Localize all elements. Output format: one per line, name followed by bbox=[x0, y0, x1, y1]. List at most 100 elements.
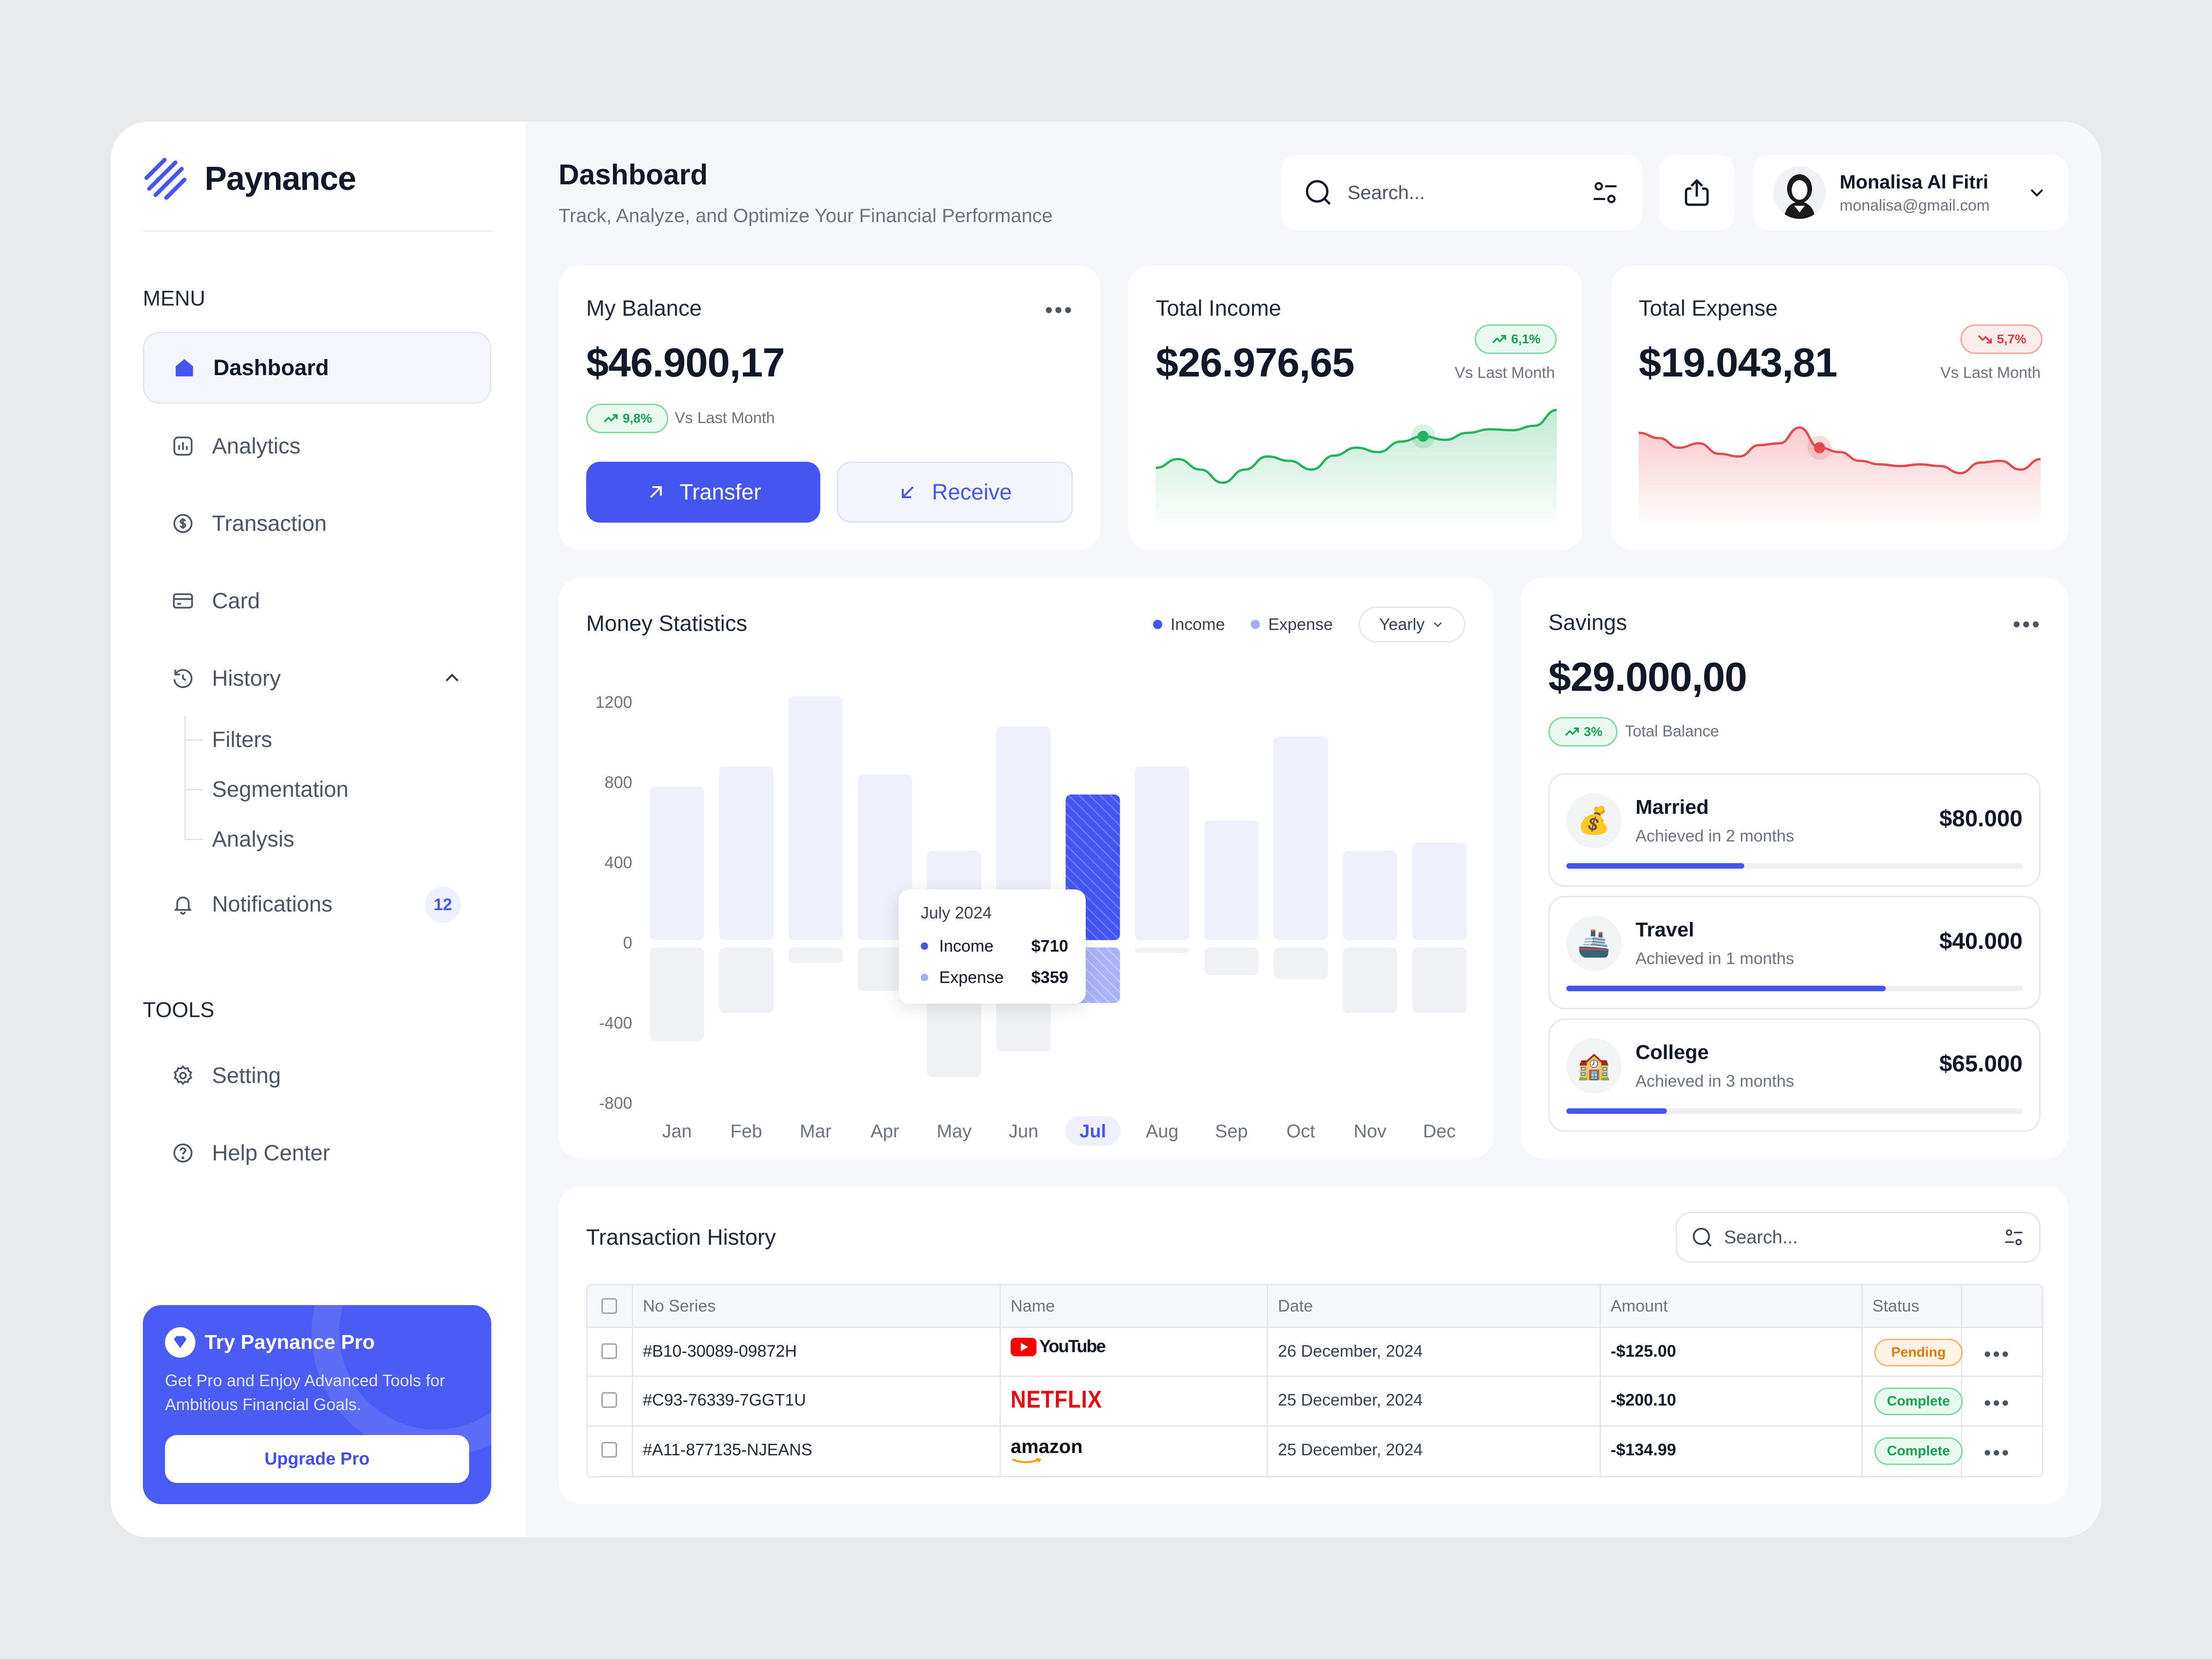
trend-up-icon bbox=[1491, 331, 1507, 347]
sidebar-subitem-filters[interactable]: Filters bbox=[212, 727, 272, 753]
bar-income-feb[interactable] bbox=[719, 766, 773, 940]
goal-subtitle: Achieved in 2 months bbox=[1635, 826, 1794, 846]
transfer-button[interactable]: Transfer bbox=[586, 462, 820, 523]
sidebar-item-card[interactable]: Card bbox=[143, 565, 491, 637]
sidebar-item-label: Help Center bbox=[212, 1141, 330, 1166]
income-change-badge: 6,1% bbox=[1475, 324, 1557, 354]
bar-income-jan[interactable] bbox=[650, 787, 704, 940]
money-statistics-chart: 1200 800 400 0 -400 -800 Jan Feb Mar Apr May Jun Jul… bbox=[559, 578, 1493, 1159]
balance-card: My Balance ••• $46.900,17 9,8% Vs Last M… bbox=[559, 265, 1100, 550]
search-input[interactable]: Search... bbox=[1724, 1227, 1992, 1248]
row-actions-icon[interactable]: ••• bbox=[1984, 1350, 2011, 1359]
transactions-table: No Series Name Date Amount Status #B10-3… bbox=[586, 1284, 2043, 1477]
row-checkbox[interactable] bbox=[601, 1392, 617, 1408]
bar-expense-dec[interactable] bbox=[1412, 947, 1466, 1013]
chevron-down-icon[interactable] bbox=[2026, 182, 2048, 204]
amazon-logo: amazon bbox=[1011, 1435, 1082, 1465]
upgrade-promo-card: Try Paynance Pro Get Pro and Enjoy Advan… bbox=[143, 1305, 491, 1504]
sidebar-item-help-center[interactable]: Help Center bbox=[143, 1117, 491, 1189]
header-search[interactable]: Search... bbox=[1281, 155, 1642, 230]
checkbox[interactable] bbox=[601, 1392, 617, 1408]
savings-goal-married[interactable]: 💰 Married Achieved in 2 months $80.000 bbox=[1548, 773, 2041, 887]
sidebar-subitem-segmentation[interactable]: Segmentation bbox=[212, 777, 348, 802]
divider bbox=[1600, 1285, 1601, 1476]
logo-icon bbox=[143, 156, 188, 201]
income-sparkline-marker bbox=[1418, 431, 1429, 442]
bar-expense-sep[interactable] bbox=[1204, 947, 1259, 975]
legend-dot bbox=[921, 942, 928, 950]
savings-title: Savings bbox=[1548, 610, 1627, 635]
select-all-checkbox[interactable] bbox=[601, 1298, 617, 1314]
bar-income-nov[interactable] bbox=[1343, 851, 1397, 940]
column-header-date: Date bbox=[1278, 1296, 1313, 1316]
logo[interactable]: Paynance bbox=[143, 156, 356, 201]
bar-income-oct[interactable] bbox=[1274, 736, 1328, 940]
search-icon bbox=[1303, 177, 1334, 208]
transaction-icon bbox=[171, 511, 195, 536]
user-profile-menu[interactable]: Monalisa Al Fitri monalisa@gmail.com bbox=[1753, 155, 2068, 230]
income-card: Total Income $26.976,65 6,1% Vs Last Mon… bbox=[1128, 265, 1583, 550]
row-actions-icon[interactable]: ••• bbox=[1984, 1399, 2011, 1408]
balance-compare: Vs Last Month bbox=[675, 409, 775, 427]
sidebar-item-label: Setting bbox=[212, 1063, 281, 1088]
filter-icon[interactable] bbox=[1590, 177, 1620, 208]
upgrade-pro-button[interactable]: Upgrade Pro bbox=[165, 1435, 469, 1483]
divider bbox=[143, 230, 493, 232]
row-actions-icon[interactable]: ••• bbox=[1984, 1448, 2011, 1458]
chevron-up-icon[interactable] bbox=[441, 666, 464, 689]
sidebar-item-analytics[interactable]: Analytics bbox=[143, 410, 491, 482]
x-tick-label: Jul bbox=[1080, 1121, 1106, 1141]
bar-income-mar[interactable] bbox=[788, 696, 843, 940]
savings-goal-travel[interactable]: 🚢 Travel Achieved in 1 months $40.000 bbox=[1548, 896, 2041, 1009]
column-header-name: Name bbox=[1011, 1296, 1055, 1316]
expense-amount: $19.043,81 bbox=[1639, 339, 1837, 386]
user-email: monalisa@gmail.com bbox=[1840, 197, 2012, 215]
savings-card: Savings ••• $29.000,00 3% Total Balance … bbox=[1521, 578, 2068, 1159]
row-checkbox[interactable] bbox=[601, 1442, 617, 1458]
bar-income-dec[interactable] bbox=[1412, 843, 1466, 941]
income-amount: $26.976,65 bbox=[1156, 339, 1354, 386]
checkbox[interactable] bbox=[601, 1343, 617, 1359]
money-statistics-card: Money Statistics Income Expense Yearly bbox=[559, 578, 1493, 1159]
filter-icon[interactable] bbox=[2002, 1226, 2025, 1249]
share-button[interactable] bbox=[1659, 155, 1735, 230]
share-icon bbox=[1681, 176, 1713, 209]
more-options-icon[interactable]: ••• bbox=[2013, 620, 2041, 629]
row-checkbox[interactable] bbox=[601, 1343, 617, 1359]
bar-income-aug[interactable] bbox=[1135, 766, 1189, 940]
more-options-icon[interactable]: ••• bbox=[1045, 306, 1074, 315]
sidebar-subitem-analysis[interactable]: Analysis bbox=[212, 827, 294, 852]
sidebar-item-dashboard[interactable]: Dashboard bbox=[143, 332, 491, 404]
bar-expense-mar[interactable] bbox=[788, 947, 843, 963]
x-tick-label: Jun bbox=[1009, 1121, 1039, 1141]
bar-expense-jan[interactable] bbox=[650, 947, 704, 1041]
goal-name: Married bbox=[1635, 796, 1709, 819]
savings-goal-college[interactable]: 🏫 College Achieved in 3 months $65.000 bbox=[1548, 1018, 2041, 1132]
netflix-logo: NETFLIX bbox=[1011, 1385, 1102, 1413]
x-tick-label: Mar bbox=[800, 1121, 831, 1141]
expense-sparkline-marker bbox=[1814, 442, 1825, 453]
sidebar-item-notifications[interactable]: Notifications 12 bbox=[143, 868, 491, 940]
sidebar-item-setting[interactable]: Setting bbox=[143, 1040, 491, 1112]
search-input[interactable]: Search... bbox=[1347, 182, 1576, 204]
goal-name: College bbox=[1635, 1041, 1709, 1064]
sidebar-item-history[interactable]: History bbox=[143, 642, 491, 714]
savings-amount: $29.000,00 bbox=[1548, 653, 1747, 700]
expense-title: Total Expense bbox=[1639, 296, 1778, 321]
checkbox[interactable] bbox=[601, 1298, 617, 1314]
sidebar-item-transaction[interactable]: Transaction bbox=[143, 488, 491, 559]
school-icon: 🏫 bbox=[1566, 1038, 1622, 1094]
transactions-search[interactable]: Search... bbox=[1676, 1212, 2041, 1263]
x-tick-label: Nov bbox=[1353, 1121, 1386, 1141]
bar-expense-feb[interactable] bbox=[719, 947, 773, 1013]
checkbox[interactable] bbox=[601, 1442, 617, 1458]
bar-income-sep[interactable] bbox=[1204, 821, 1259, 940]
receive-button[interactable]: Receive bbox=[837, 462, 1073, 523]
bar-expense-aug[interactable] bbox=[1135, 947, 1189, 953]
transactions-title: Transaction History bbox=[586, 1225, 776, 1250]
bell-icon bbox=[171, 892, 195, 917]
notification-count-badge: 12 bbox=[425, 887, 461, 923]
bar-expense-nov[interactable] bbox=[1343, 947, 1397, 1013]
bar-expense-oct[interactable] bbox=[1274, 947, 1328, 979]
amazon-smile-icon bbox=[1011, 1458, 1043, 1465]
